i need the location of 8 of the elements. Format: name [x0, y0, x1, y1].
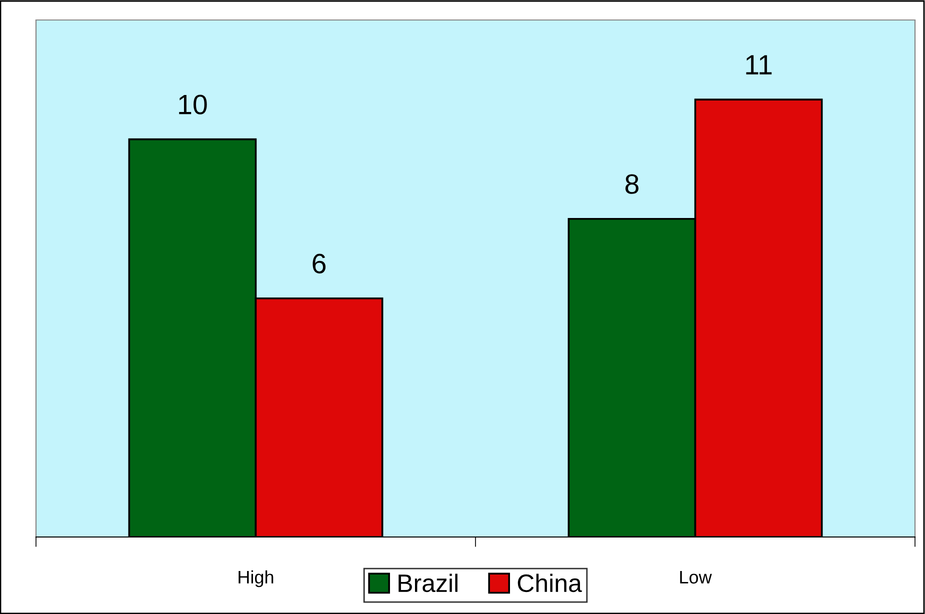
data-label: 10 — [179, 94, 207, 114]
legend-label: Brazil — [398, 574, 458, 592]
data-label: 8 — [625, 174, 638, 194]
x-tick-label: High — [238, 570, 274, 588]
data-label: 11 — [746, 55, 772, 74]
legend-label: China — [518, 574, 582, 592]
data-label: 6 — [312, 254, 326, 274]
x-tick-label: Low — [680, 570, 712, 584]
